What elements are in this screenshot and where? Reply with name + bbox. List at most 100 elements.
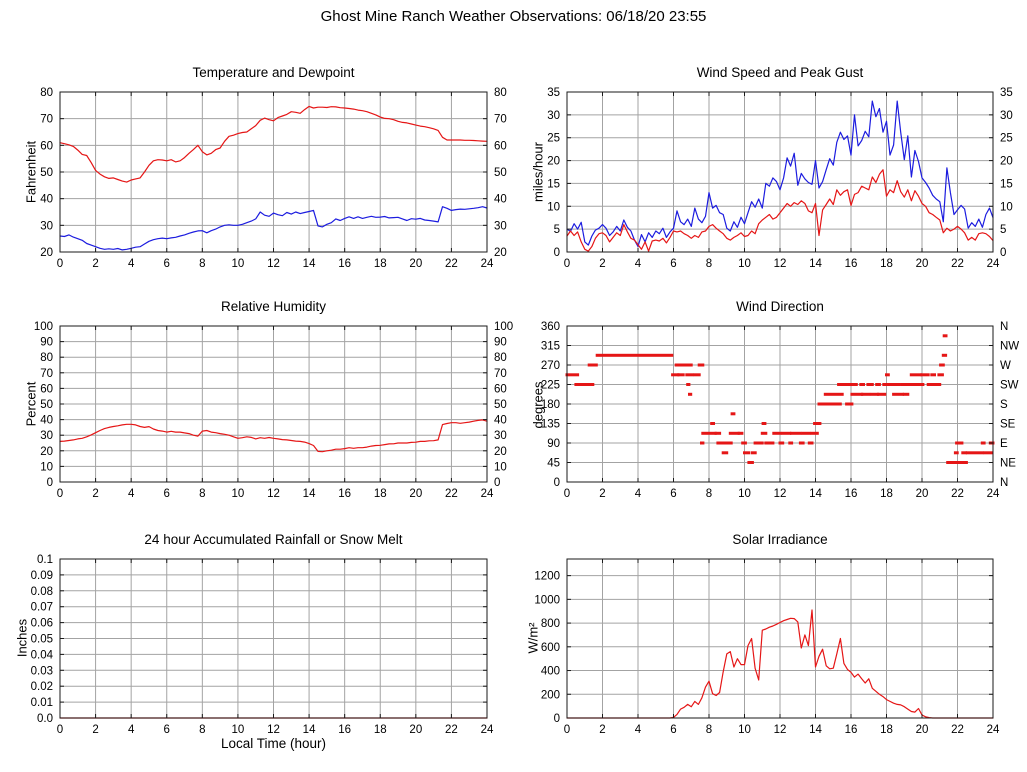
wind-direction-points xyxy=(910,383,925,386)
chart-temperature-dewpoint: 0 2 4 6 8 10 12 14 16 18 20 22 242030405060708020304… xyxy=(40,87,507,270)
x-tick-label: 18 xyxy=(880,258,893,270)
x-tick-label: 20 xyxy=(409,258,422,270)
y-tick-label: 0.09 xyxy=(31,570,53,582)
y-tick-label: 0.01 xyxy=(31,697,53,709)
wind-direction-points xyxy=(701,431,717,435)
y-tick-label-right: 100 xyxy=(494,321,513,333)
y-tick-label-right: N xyxy=(1000,477,1008,489)
x-tick-label: 4 xyxy=(635,258,642,270)
wind-direction-points xyxy=(595,353,674,357)
wind-direction-points xyxy=(671,373,680,377)
x-tick-label: 8 xyxy=(706,488,712,500)
wind-direction-points xyxy=(926,383,942,386)
peak-gust-line xyxy=(566,100,994,248)
wind-direction-points xyxy=(983,451,993,455)
wind-direction-points xyxy=(866,383,874,386)
wind-direction-points xyxy=(682,363,693,367)
y-tick-label-right: 25 xyxy=(1000,133,1013,145)
x-tick-label: 12 xyxy=(267,488,280,500)
x-tick-label: 0 xyxy=(564,724,570,736)
y-tick-label: 10 xyxy=(40,461,53,473)
y-tick-label-right: W xyxy=(1000,360,1011,372)
x-tick-label: 16 xyxy=(338,258,351,270)
y-tick-label: 0.02 xyxy=(31,681,53,693)
x-tick-label: 18 xyxy=(374,258,387,270)
x-tick-label: 6 xyxy=(670,258,676,270)
chart-relative-humidity: 0 2 4 6 8 10 12 14 16 18 20 22 240102030405060708090… xyxy=(34,321,513,500)
y-tick-label: 80 xyxy=(40,352,53,364)
wind-direction-points xyxy=(697,363,705,367)
wind-direction-points xyxy=(788,441,794,445)
wind-direction-points xyxy=(700,441,705,445)
x-tick-label: 2 xyxy=(92,258,98,270)
wind-direction-points xyxy=(859,383,865,386)
y-tick-label: 315 xyxy=(541,341,560,353)
wind-direction-points xyxy=(937,373,944,377)
x-tick-label: 22 xyxy=(445,724,458,736)
x-tick-label: 14 xyxy=(809,724,822,736)
wind-direction-points xyxy=(688,392,693,396)
wind-direction-points xyxy=(882,383,889,386)
wind-direction-points xyxy=(753,441,764,445)
y-tick-label: 800 xyxy=(541,618,560,630)
x-tick-label: 0 xyxy=(564,488,570,500)
chart-wind-speed-gust: 0 2 4 6 8 10 12 14 16 18 20 22 240510152025303505101… xyxy=(547,87,1013,270)
wind-direction-points xyxy=(801,431,811,435)
y-tick-label: 5 xyxy=(554,224,560,236)
wind-direction-points xyxy=(930,373,936,377)
y-tick-label-right: 50 xyxy=(494,399,507,411)
wind-direction-points xyxy=(961,451,967,455)
x-tick-label: 4 xyxy=(128,258,135,270)
wind-direction-points xyxy=(956,461,968,464)
wind-direction-points xyxy=(686,383,691,386)
y-tick-label: 0.04 xyxy=(31,649,54,661)
wind-direction-points xyxy=(741,441,747,445)
x-tick-label: 4 xyxy=(635,488,642,500)
wind-direction-points xyxy=(761,422,767,425)
x-tick-label: 24 xyxy=(481,488,494,500)
chart-title-solar: Solar Irradiance xyxy=(732,532,828,547)
x-tick-label: 0 xyxy=(57,724,63,736)
y-tick-label-right: 0 xyxy=(1000,247,1006,259)
x-tick-label: 18 xyxy=(374,724,387,736)
y-tick-label-right: S xyxy=(1000,399,1008,411)
y-tick-label: 80 xyxy=(40,87,53,99)
x-tick-label: 8 xyxy=(199,258,205,270)
y-tick-label-right: 60 xyxy=(494,140,507,152)
wind-direction-points xyxy=(861,392,871,396)
y-tick-label-right: 80 xyxy=(494,352,507,364)
humidity-line xyxy=(59,419,488,453)
y-tick-label-right: 10 xyxy=(1000,201,1013,213)
wind-direction-points xyxy=(721,451,729,455)
x-tick-label: 14 xyxy=(303,488,316,500)
wind-direction-points xyxy=(892,392,904,396)
page-title: Ghost Mine Ranch Weather Observations: 0… xyxy=(320,8,707,25)
y-tick-label: 0 xyxy=(554,247,560,259)
x-tick-label: 24 xyxy=(481,258,494,270)
x-tick-label: 22 xyxy=(951,488,964,500)
wind-direction-points xyxy=(710,422,715,425)
wind-direction-points xyxy=(885,373,890,377)
wind-direction-points xyxy=(747,461,754,464)
wind-direction-points xyxy=(845,402,854,406)
wind-direction-points xyxy=(941,353,948,357)
wind-direction-points xyxy=(900,383,913,386)
x-tick-label: 22 xyxy=(445,488,458,500)
x-tick-label: 8 xyxy=(199,724,205,736)
x-tick-label: 10 xyxy=(738,488,751,500)
y-tick-label-right: 0 xyxy=(494,477,500,489)
x-tick-label: 0 xyxy=(564,258,570,270)
x-tick-label: 12 xyxy=(774,258,787,270)
wind-direction-points xyxy=(946,461,954,464)
y-tick-label-right: 20 xyxy=(1000,156,1013,168)
x-tick-label: 24 xyxy=(987,488,1000,500)
y-tick-label: 30 xyxy=(40,430,53,442)
y-tick-label: 270 xyxy=(541,360,560,372)
y-tick-label: 20 xyxy=(40,446,53,458)
y-tick-label-right: NE xyxy=(1000,458,1016,470)
y-tick-label-right: 40 xyxy=(494,415,507,427)
chart-title-humidity: Relative Humidity xyxy=(220,299,327,314)
wind-direction-points xyxy=(955,441,964,445)
y-tick-label: 10 xyxy=(547,201,560,213)
